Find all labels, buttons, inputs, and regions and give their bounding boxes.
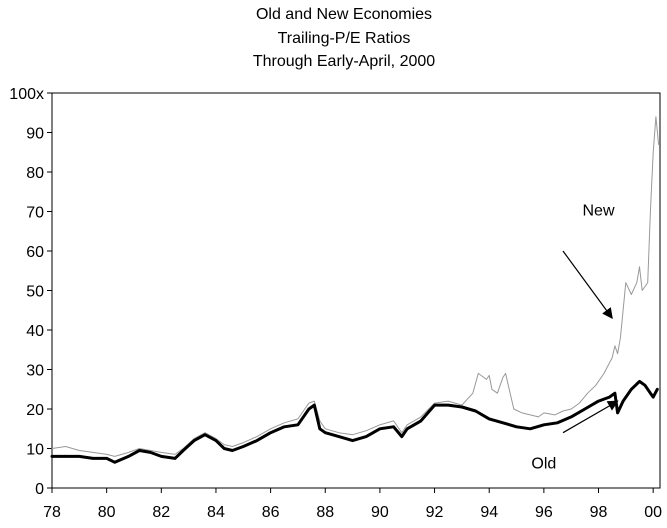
annotation-label-new: New xyxy=(583,202,615,219)
title-line-2: Trailing-P/E Ratios xyxy=(278,30,411,47)
x-tick-label: 00 xyxy=(644,504,662,521)
y-tick-label: 40 xyxy=(26,323,44,340)
series-layer xyxy=(50,116,660,464)
y-tick-label: 80 xyxy=(26,165,44,182)
x-tick-label: 86 xyxy=(262,504,280,521)
x-tick-label: 92 xyxy=(426,504,444,521)
y-tick-label: 30 xyxy=(26,363,44,380)
y-tick-label: 90 xyxy=(26,126,44,143)
title-line-3: Through Early-April, 2000 xyxy=(253,53,435,70)
y-axis: 0 10 20 30 40 50 60 70 80 90 100x xyxy=(9,86,52,498)
x-tick-label: 82 xyxy=(152,504,170,521)
x-tick-label: 88 xyxy=(316,504,334,521)
series-line-old xyxy=(50,379,659,464)
x-tick-label: 80 xyxy=(98,504,116,521)
y-tick-label: 20 xyxy=(26,402,44,419)
annotation-label-old: Old xyxy=(531,455,556,472)
annotation-arrow-new xyxy=(562,250,613,320)
x-tick-label: 94 xyxy=(480,504,498,521)
x-tick-label: 90 xyxy=(371,504,389,521)
annotations: New Old xyxy=(531,202,619,472)
y-tick-label: 0 xyxy=(35,481,44,498)
x-tick-label: 96 xyxy=(535,504,553,521)
x-tick-label: 84 xyxy=(207,504,225,521)
annotation-arrow-old xyxy=(562,400,619,434)
x-tick-label: 98 xyxy=(590,504,608,521)
x-axis: 78 80 82 84 86 88 90 92 94 96 98 00 xyxy=(43,488,662,521)
x-tick-label: 78 xyxy=(43,504,61,521)
y-tick-label: 50 xyxy=(26,284,44,301)
y-tick-label: 100x xyxy=(9,86,44,103)
title-line-1: Old and New Economies xyxy=(256,6,432,23)
y-tick-label: 60 xyxy=(26,244,44,261)
y-tick-label: 10 xyxy=(26,442,44,459)
chart-title: Old and New Economies Trailing-P/E Ratio… xyxy=(253,6,435,70)
y-tick-label: 70 xyxy=(26,205,44,222)
series-line-new xyxy=(51,116,660,457)
